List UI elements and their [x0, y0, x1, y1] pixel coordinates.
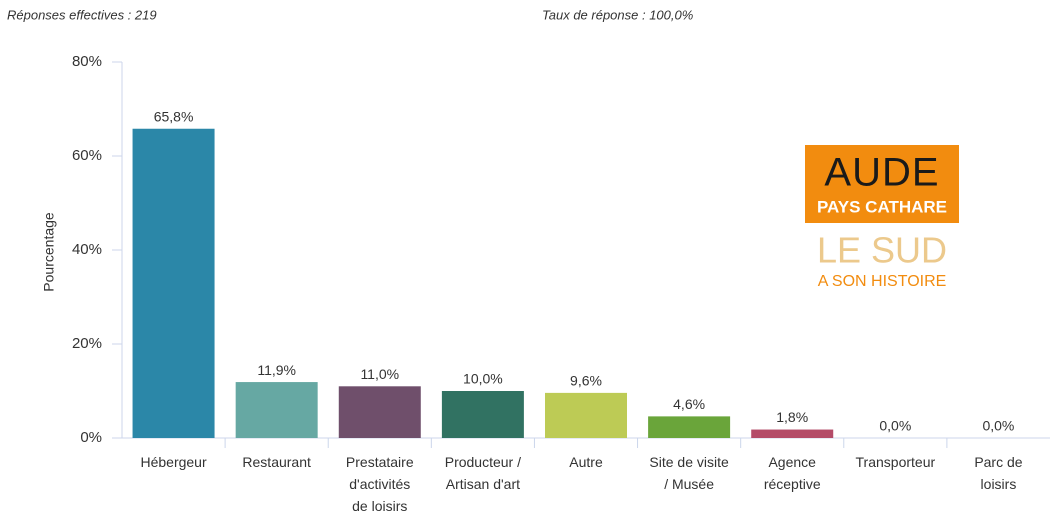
x-tick-label: Producteur / Artisan d'art	[444, 454, 521, 492]
value-label: 1,8%	[776, 409, 808, 425]
value-label: 11,0%	[360, 366, 399, 382]
bar	[751, 429, 834, 438]
bar	[132, 128, 215, 439]
x-tick-label: Parc de loisirs	[974, 454, 1023, 492]
bar	[338, 386, 421, 438]
y-tick-label: 40%	[72, 241, 102, 258]
y-tick-label: 60%	[72, 147, 102, 164]
logo-slogan: LE SUD	[817, 230, 947, 271]
bar	[235, 382, 318, 438]
value-label: 11,9%	[257, 362, 296, 378]
x-tick-label: Autre	[569, 454, 603, 470]
x-tick-label: Site de visite / Musée	[649, 454, 729, 492]
value-label: 0,0%	[982, 418, 1014, 434]
bar	[648, 416, 731, 438]
logo-name: AUDE	[824, 151, 939, 195]
value-label: 4,6%	[673, 396, 705, 412]
logo-subtitle: PAYS CATHARE	[817, 197, 947, 216]
y-tick-label: 20%	[72, 335, 102, 352]
value-label: 0,0%	[879, 418, 911, 434]
x-tick-label: Hébergeur	[140, 454, 207, 470]
value-label: 9,6%	[570, 373, 602, 389]
logo-box	[805, 145, 959, 223]
value-label: 10,0%	[463, 371, 503, 387]
x-tick-label: Agence réceptive	[763, 454, 821, 492]
response-rate: Taux de réponse : 100,0%	[542, 7, 693, 22]
x-tick-label: Prestataire d'activités de loisirs	[345, 454, 414, 514]
logo-slogan: A SON HISTOIRE	[818, 273, 947, 290]
x-tick-label: Transporteur	[855, 454, 936, 470]
y-tick-label: 0%	[80, 429, 102, 446]
logo: AUDE PAYS CATHARE LE SUD A SON HISTOIRE	[805, 145, 959, 290]
x-tick-label: Restaurant	[242, 454, 311, 470]
bar	[441, 391, 524, 438]
bar	[545, 392, 627, 438]
value-label: 65,8%	[154, 108, 194, 124]
y-axis-label: Pourcentage	[41, 212, 57, 292]
y-tick-label: 80%	[72, 53, 102, 70]
responses: Réponses effectives : 219	[7, 7, 157, 22]
